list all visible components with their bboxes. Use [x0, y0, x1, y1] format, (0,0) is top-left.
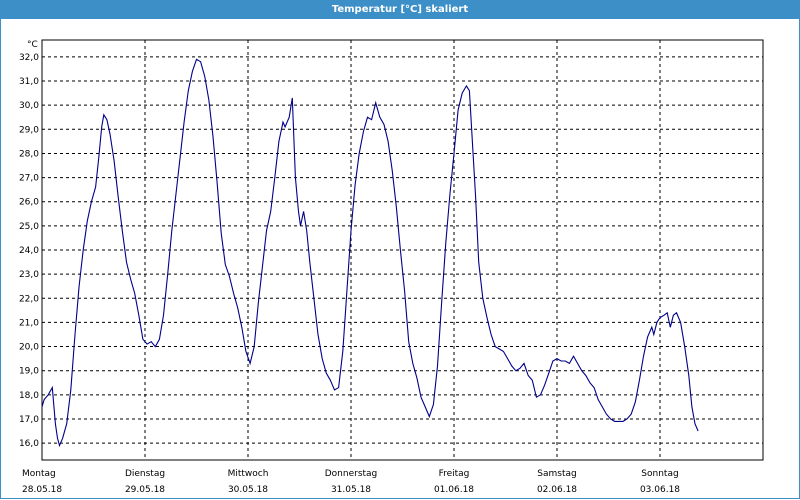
y-tick-label: 20,0	[19, 343, 39, 353]
x-tick-day-label: Montag	[22, 469, 56, 479]
x-axis: Montag 28.05.18 Dienstag 29.05.18 Mittwoch 30…	[22, 469, 680, 495]
x-tick-date-label: 03.06.18	[640, 485, 680, 495]
y-tick-label: 27,0	[19, 174, 39, 184]
x-tick-date-label: 31.05.18	[331, 485, 371, 495]
y-tick-label: 19,0	[19, 367, 39, 377]
chart-title: Temperatur [°C] skaliert	[0, 0, 800, 19]
y-tick-label: 23,0	[19, 270, 39, 280]
y-tick-label: 18,0	[19, 391, 39, 401]
x-tick-day-label: Freitag	[439, 469, 470, 479]
series-line-temperature	[41, 58, 699, 448]
grid	[42, 40, 763, 460]
y-tick-label: 28,0	[19, 149, 39, 159]
y-tick-label: 31,0	[19, 77, 39, 87]
x-tick-date-label: 30.05.18	[228, 485, 268, 495]
x-tick-date-label: 28.05.18	[22, 485, 62, 495]
x-tick-day-label: Donnerstag	[325, 469, 378, 479]
y-tick-label: 25,0	[19, 222, 39, 232]
x-tick-day-label: Dienstag	[125, 469, 165, 479]
y-tick-label: 26,0	[19, 198, 39, 208]
y-tick-label: 30,0	[19, 101, 39, 111]
x-tick-date-label: 02.06.18	[537, 485, 577, 495]
y-axis-unit-label: °C	[27, 40, 38, 50]
x-tick-day-label: Mittwoch	[228, 469, 269, 479]
y-tick-label: 29,0	[19, 125, 39, 135]
y-tick-label: 32,0	[19, 53, 39, 63]
x-tick-date-label: 29.05.18	[125, 485, 165, 495]
x-tick-day-label: Sonntag	[641, 469, 678, 479]
plot-area	[41, 39, 764, 461]
y-tick-label: 22,0	[19, 294, 39, 304]
y-tick-label: 21,0	[19, 318, 39, 328]
y-tick-label: 24,0	[19, 246, 39, 256]
y-tick-label: 16,0	[19, 439, 39, 449]
x-tick-day-label: Samstag	[537, 469, 576, 479]
x-tick-date-label: 01.06.18	[434, 485, 474, 495]
y-axis: 16,0 17,0 18,0 19,0 20,0 21,0 22,0 23,0 24,0 25,0…	[19, 53, 39, 449]
y-tick-label: 17,0	[19, 415, 39, 425]
